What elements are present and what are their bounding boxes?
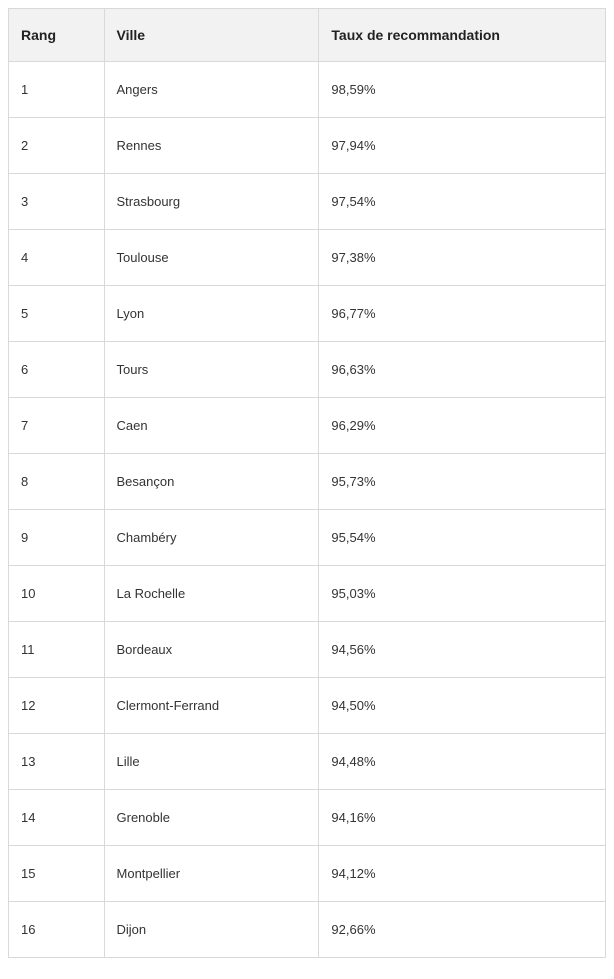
table-row: 10 La Rochelle 95,03% [9, 566, 606, 622]
cell-rank: 2 [9, 118, 105, 174]
cell-city: Angers [104, 62, 319, 118]
cell-city: Tours [104, 342, 319, 398]
cell-rank: 7 [9, 398, 105, 454]
cell-city: Caen [104, 398, 319, 454]
cell-rate: 94,56% [319, 622, 606, 678]
cell-rank: 8 [9, 454, 105, 510]
col-header-rank: Rang [9, 9, 105, 62]
table-row: 16 Dijon 92,66% [9, 902, 606, 958]
table-row: 8 Besançon 95,73% [9, 454, 606, 510]
cell-rank: 6 [9, 342, 105, 398]
cell-rate: 97,94% [319, 118, 606, 174]
cell-rank: 15 [9, 846, 105, 902]
table-row: 11 Bordeaux 94,56% [9, 622, 606, 678]
cell-rank: 9 [9, 510, 105, 566]
cell-city: Dijon [104, 902, 319, 958]
cell-city: La Rochelle [104, 566, 319, 622]
cell-rank: 3 [9, 174, 105, 230]
cell-rank: 16 [9, 902, 105, 958]
cell-rank: 1 [9, 62, 105, 118]
table-row: 15 Montpellier 94,12% [9, 846, 606, 902]
table-row: 2 Rennes 97,94% [9, 118, 606, 174]
cell-rate: 96,77% [319, 286, 606, 342]
cell-city: Lille [104, 734, 319, 790]
cell-rank: 14 [9, 790, 105, 846]
table-row: 14 Grenoble 94,16% [9, 790, 606, 846]
cell-rank: 4 [9, 230, 105, 286]
cell-rate: 98,59% [319, 62, 606, 118]
col-header-rate: Taux de recommandation [319, 9, 606, 62]
table-row: 1 Angers 98,59% [9, 62, 606, 118]
cell-rank: 13 [9, 734, 105, 790]
table-row: 7 Caen 96,29% [9, 398, 606, 454]
cell-rate: 94,16% [319, 790, 606, 846]
cell-city: Bordeaux [104, 622, 319, 678]
cell-city: Lyon [104, 286, 319, 342]
cell-rate: 92,66% [319, 902, 606, 958]
cell-rank: 10 [9, 566, 105, 622]
cell-rate: 94,50% [319, 678, 606, 734]
cell-rate: 95,54% [319, 510, 606, 566]
table-row: 13 Lille 94,48% [9, 734, 606, 790]
cell-rate: 94,12% [319, 846, 606, 902]
table-header-row: Rang Ville Taux de recommandation [9, 9, 606, 62]
col-header-city: Ville [104, 9, 319, 62]
cell-rank: 5 [9, 286, 105, 342]
table-row: 5 Lyon 96,77% [9, 286, 606, 342]
cell-rate: 95,73% [319, 454, 606, 510]
cell-city: Montpellier [104, 846, 319, 902]
cell-rate: 96,63% [319, 342, 606, 398]
cell-rate: 95,03% [319, 566, 606, 622]
cell-rate: 96,29% [319, 398, 606, 454]
table-row: 4 Toulouse 97,38% [9, 230, 606, 286]
cell-city: Strasbourg [104, 174, 319, 230]
cell-city: Besançon [104, 454, 319, 510]
cell-city: Grenoble [104, 790, 319, 846]
cell-city: Toulouse [104, 230, 319, 286]
table-row: 6 Tours 96,63% [9, 342, 606, 398]
table-row: 12 Clermont-Ferrand 94,50% [9, 678, 606, 734]
cell-city: Clermont-Ferrand [104, 678, 319, 734]
cell-rate: 97,38% [319, 230, 606, 286]
cell-city: Rennes [104, 118, 319, 174]
cell-rank: 11 [9, 622, 105, 678]
cell-city: Chambéry [104, 510, 319, 566]
table-row: 9 Chambéry 95,54% [9, 510, 606, 566]
ranking-table: Rang Ville Taux de recommandation 1 Ange… [8, 8, 606, 958]
cell-rate: 94,48% [319, 734, 606, 790]
cell-rate: 97,54% [319, 174, 606, 230]
table-row: 3 Strasbourg 97,54% [9, 174, 606, 230]
cell-rank: 12 [9, 678, 105, 734]
